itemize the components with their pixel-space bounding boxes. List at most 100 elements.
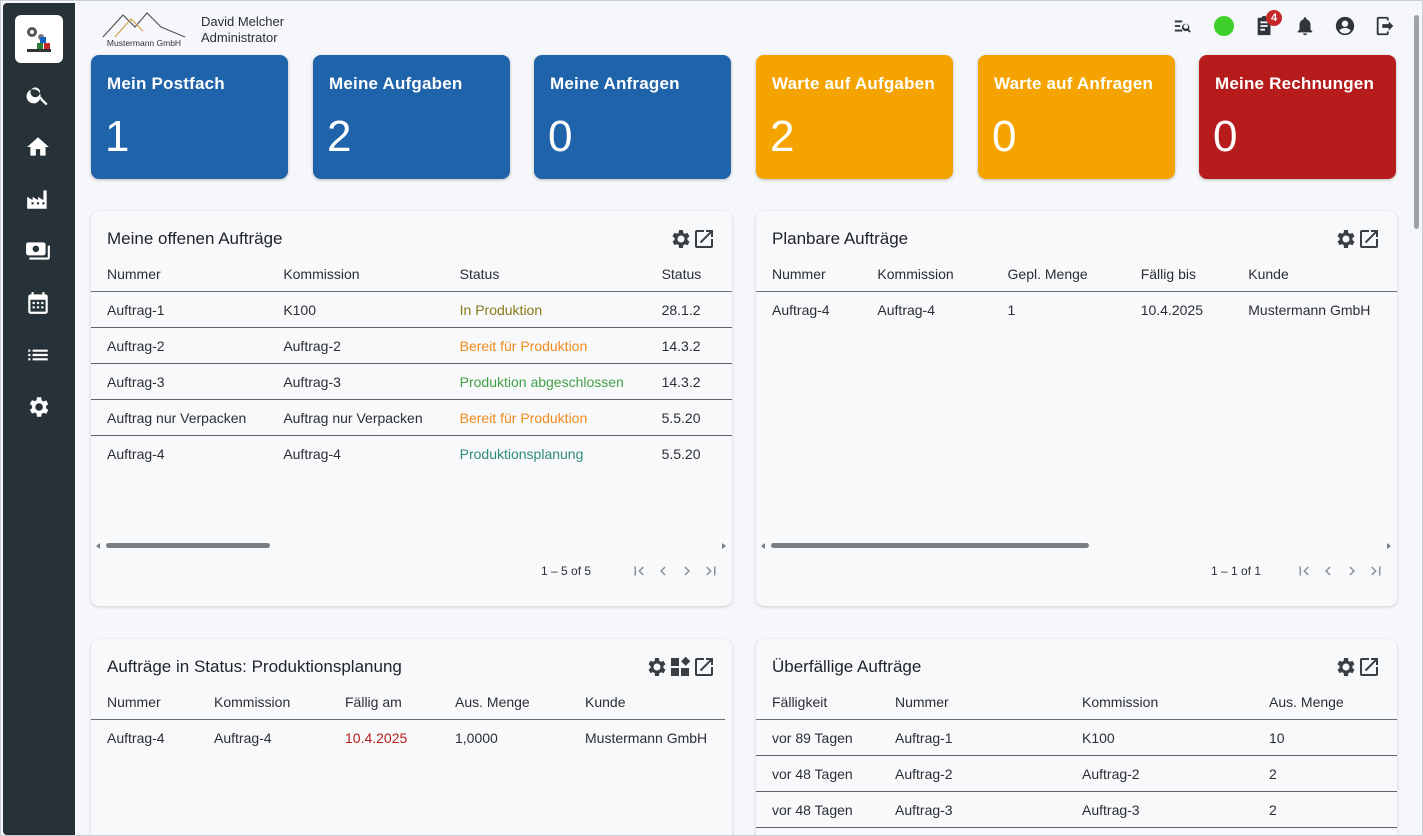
table-row[interactable]: Auftrag-3 Auftrag-3 Produktion abgeschlo…: [91, 363, 732, 400]
table-row[interactable]: vor 89 Tagen Auftrag-1 K100 10: [756, 719, 1397, 756]
cell-faelligkeit: vor 48 Tagen: [756, 755, 879, 792]
first-page-icon[interactable]: [1295, 562, 1313, 580]
calendar-icon[interactable]: [25, 290, 51, 316]
factory-icon[interactable]: [25, 186, 51, 212]
gear-icon[interactable]: [1333, 227, 1357, 251]
search-icon[interactable]: [25, 82, 51, 108]
table-row[interactable]: Auftrag-4 Auftrag-4 Produktionsplanung 5…: [91, 436, 732, 472]
home-icon[interactable]: [25, 134, 51, 160]
column-header[interactable]: Nummer: [91, 685, 198, 720]
column-header[interactable]: Aus. Menge: [439, 685, 569, 720]
tile-title: Meine Rechnungen: [1215, 74, 1375, 93]
column-header[interactable]: Nummer: [756, 257, 862, 292]
cell-faelligkeit: vor 89 Tagen: [756, 719, 879, 756]
tile-mein-postfach[interactable]: Mein Postfach 1: [91, 55, 288, 179]
open-external-icon[interactable]: [1357, 655, 1381, 679]
money-icon[interactable]: [25, 238, 51, 264]
cell-kommission: Auftrag-3: [267, 363, 444, 400]
tile-value: 2: [327, 112, 352, 161]
panel-title: Meine offenen Aufträge: [107, 229, 283, 248]
tile-meine-anfragen[interactable]: Meine Anfragen 0: [534, 55, 731, 179]
cell-status: Bereit für Produktion: [443, 399, 646, 436]
scroll-right-arrow[interactable]: [1387, 543, 1391, 549]
cell-status: Bereit für Produktion: [443, 327, 646, 364]
column-header[interactable]: Nummer: [91, 257, 268, 292]
user-role: Administrator: [201, 30, 278, 45]
search-list-icon[interactable]: [1173, 15, 1195, 37]
page-vertical-scrollbar[interactable]: [1414, 15, 1419, 229]
table-row[interactable]: vor 48 Tagen Auftrag-3 Auftrag-3 2: [756, 791, 1397, 828]
tile-warte-auf-aufgaben[interactable]: Warte auf Aufgaben 2: [756, 55, 953, 179]
column-header[interactable]: Kommission: [198, 685, 329, 720]
last-page-icon[interactable]: [702, 562, 720, 580]
open-external-icon[interactable]: [692, 227, 716, 251]
table-row[interactable]: vor 48 Tagen Auftrag-2 Auftrag-2 2: [756, 755, 1397, 792]
column-header[interactable]: Status: [443, 257, 646, 292]
table-row[interactable]: Auftrag-1 K100 In Produktion 28.1.2: [91, 291, 732, 328]
cell-date: 28.1.2: [645, 291, 732, 328]
column-header[interactable]: Fällig am: [329, 685, 439, 720]
cell-menge: 2: [1253, 791, 1397, 828]
app-logo[interactable]: [15, 15, 63, 63]
cell-kommission: Auftrag-3: [1066, 791, 1253, 828]
bell-icon[interactable]: [1294, 15, 1316, 37]
last-page-icon[interactable]: [1367, 562, 1385, 580]
cell-kommission: Auftrag-4: [877, 301, 936, 318]
cell-nummer: Auftrag nur Verpacken: [91, 399, 268, 436]
column-header[interactable]: Gepl. Menge: [991, 257, 1125, 292]
column-header[interactable]: Status: [645, 257, 732, 292]
gear-icon[interactable]: [1333, 655, 1357, 679]
cell-nummer: Auftrag-1: [879, 719, 1066, 756]
table-row[interactable]: Auftrag-4 Auftrag-4 10.4.2025 1,0000 Mus…: [91, 720, 725, 756]
table-row[interactable]: Auftrag-4 Auftrag-4 1 10.4.2025 Musterma…: [756, 292, 1397, 328]
scroll-left-arrow[interactable]: [96, 543, 100, 549]
cell-nummer: Auftrag-2: [91, 327, 268, 364]
panel-status-planning: Aufträge in Status: Produktionsplanung N…: [91, 639, 732, 835]
next-page-icon[interactable]: [1343, 562, 1361, 580]
first-page-icon[interactable]: [630, 562, 648, 580]
gear-icon[interactable]: [25, 394, 51, 420]
tile-meine-rechnungen[interactable]: Meine Rechnungen 0: [1199, 55, 1396, 179]
column-header[interactable]: Kommission: [1066, 685, 1253, 720]
cell-menge: 10: [1253, 719, 1397, 756]
column-header[interactable]: Kunde: [569, 685, 725, 720]
online-status-indicator: [1214, 16, 1234, 36]
account-icon[interactable]: [1334, 15, 1356, 37]
panel-open-orders: Meine offenen Aufträge Nummer Kommission…: [91, 211, 732, 606]
user-name: David Melcher: [201, 14, 285, 29]
table-row[interactable]: Auftrag-2 Auftrag-2 Bereit für Produktio…: [91, 327, 732, 364]
open-external-icon[interactable]: [692, 655, 716, 679]
column-header[interactable]: Kommission: [861, 257, 992, 292]
panel-title: Aufträge in Status: Produktionsplanung: [107, 657, 402, 676]
scroll-right-arrow[interactable]: [722, 543, 726, 549]
column-header[interactable]: Fällig bis: [1124, 257, 1233, 292]
table-row[interactable]: Auftrag nur Verpacken Auftrag nur Verpac…: [91, 399, 732, 436]
cell-kunde: Mustermann GmbH: [1248, 301, 1371, 318]
widgets-icon[interactable]: [668, 655, 692, 679]
panel-title: Planbare Aufträge: [772, 229, 909, 248]
column-header[interactable]: Aus. Menge: [1253, 685, 1397, 720]
open-external-icon[interactable]: [1357, 227, 1381, 251]
cell-status: Produktion abgeschlossen: [443, 363, 646, 400]
scroll-left-arrow[interactable]: [761, 543, 765, 549]
tile-value: 0: [992, 112, 1017, 161]
cell-nummer: Auftrag-4: [772, 301, 830, 318]
list-icon[interactable]: [25, 342, 51, 368]
horizontal-scrollbar[interactable]: [771, 543, 1089, 548]
logout-icon[interactable]: [1374, 15, 1396, 37]
next-page-icon[interactable]: [678, 562, 696, 580]
gear-icon[interactable]: [668, 227, 692, 251]
app-logo-icon: [27, 27, 51, 52]
column-header[interactable]: Kunde: [1232, 257, 1397, 292]
previous-page-icon[interactable]: [654, 562, 672, 580]
tile-meine-aufgaben[interactable]: Meine Aufgaben 2: [313, 55, 510, 179]
column-header[interactable]: Nummer: [879, 685, 1066, 720]
tile-warte-auf-anfragen[interactable]: Warte auf Anfragen 0: [978, 55, 1175, 179]
horizontal-scrollbar[interactable]: [106, 543, 270, 548]
column-header[interactable]: Fälligkeit: [756, 685, 879, 720]
column-header[interactable]: Kommission: [267, 257, 444, 292]
gear-icon[interactable]: [644, 655, 668, 679]
previous-page-icon[interactable]: [1319, 562, 1337, 580]
cell-menge: 2: [1253, 755, 1397, 792]
